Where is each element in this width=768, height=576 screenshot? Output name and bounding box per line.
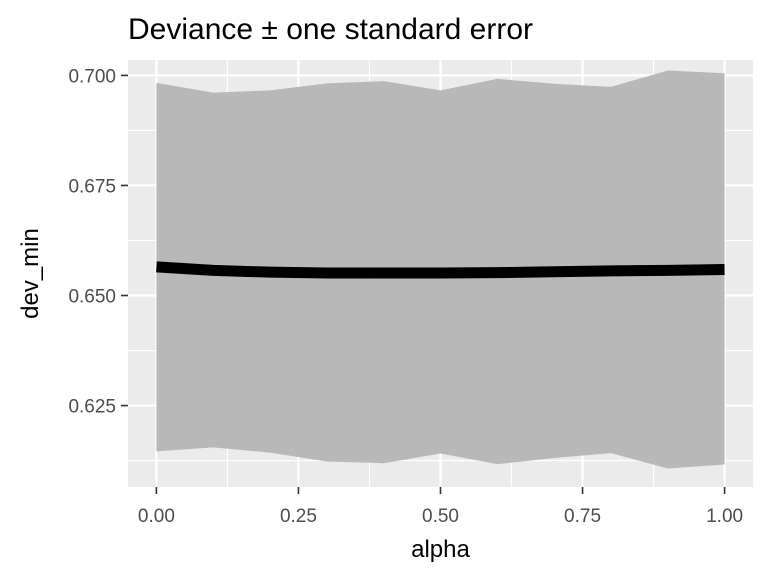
x-tick-label: 1.00 <box>706 506 743 527</box>
x-tick-label: 0.25 <box>280 506 317 527</box>
y-tick-label: 0.650 <box>68 287 116 308</box>
x-tick-label: 0.00 <box>138 506 175 527</box>
deviance-line <box>156 261 725 279</box>
y-tick-label: 0.675 <box>68 176 116 197</box>
x-tick-label: 0.75 <box>564 506 601 527</box>
x-axis-label: alpha <box>411 536 470 563</box>
chart-title: Deviance ± one standard error <box>128 13 533 46</box>
x-axis: 0.00 0.25 0.50 0.75 1.00 <box>138 487 743 527</box>
line-layer <box>156 261 725 279</box>
y-axis-label: dev_min <box>17 228 44 319</box>
y-tick-label: 0.700 <box>68 66 116 87</box>
y-tick-label: 0.625 <box>68 397 116 418</box>
point-layer <box>156 266 725 274</box>
y-axis: 0.625 0.650 0.675 0.700 <box>68 66 128 418</box>
x-tick-label: 0.50 <box>422 506 459 527</box>
